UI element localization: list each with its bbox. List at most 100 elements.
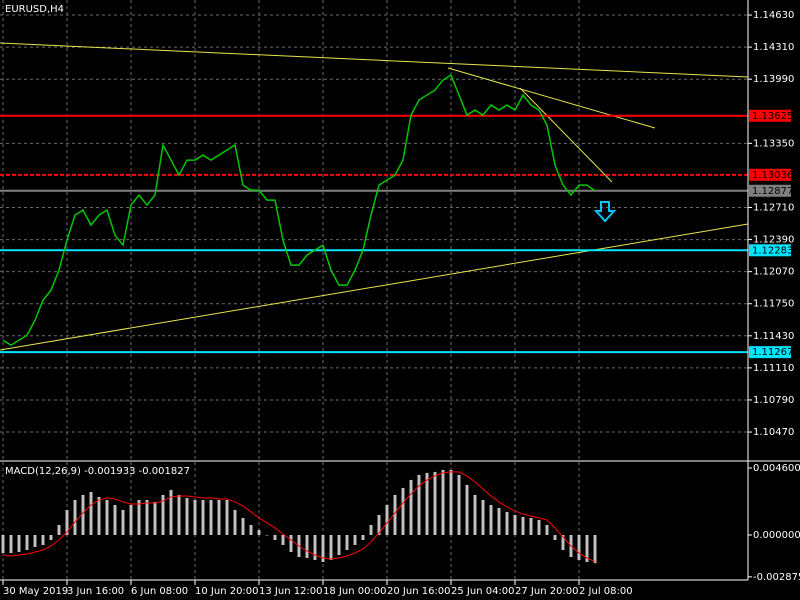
macd-bar: [257, 529, 261, 535]
macd-bar: [193, 499, 197, 535]
macd-bar: [481, 499, 485, 535]
macd-bar: [81, 494, 85, 535]
macd-bar: [25, 534, 29, 550]
macd-bar: [425, 472, 429, 535]
macd-bar: [97, 496, 101, 535]
price-level-tag: [749, 109, 791, 122]
plot-layer: [0, 73, 748, 564]
price-level-label: 1.11267: [752, 347, 793, 358]
macd-bar: [369, 524, 373, 535]
macd-bar: [449, 469, 453, 535]
price-level-tag: [749, 184, 791, 197]
y-tick-label: 0.000000: [753, 530, 800, 541]
macd-bar: [585, 534, 589, 563]
macd-bar: [265, 534, 269, 536]
trend-line: [519, 87, 613, 183]
macd-bar: [241, 517, 245, 535]
macd-bar: [153, 501, 157, 535]
macd-bar: [281, 534, 285, 545]
macd-bar: [49, 534, 53, 540]
x-tick-label: 2 Jul 08:00: [579, 586, 633, 597]
macd-bar: [65, 509, 69, 535]
y-tick-label: -0.002875: [753, 572, 800, 583]
macd-bar: [201, 499, 205, 535]
x-tick-label: 20 Jun 16:00: [387, 586, 451, 597]
x-tick-label: 30 May 2019: [3, 586, 68, 597]
x-tick-label: 3 Jun 16:00: [67, 586, 124, 597]
y-tick-label: 1.11430: [753, 331, 794, 342]
macd-bar: [169, 489, 173, 535]
price-level-tag: [749, 168, 791, 181]
macd-bar: [145, 499, 149, 535]
macd-bar: [113, 504, 117, 535]
x-tick-label: 13 Jun 12:00: [259, 586, 323, 597]
price-line: [2, 73, 596, 347]
y-tick-label: 1.14310: [753, 42, 794, 53]
macd-bar: [505, 511, 509, 535]
macd-bar: [89, 491, 93, 535]
macd-bar: [337, 534, 341, 555]
macd-bar: [577, 534, 581, 561]
macd-bar: [513, 514, 517, 535]
macd-bar: [361, 534, 365, 540]
price-level-label: 1.12283: [752, 245, 793, 256]
y-tick-label: 1.11750: [753, 299, 794, 310]
y-tick-label: 1.13990: [753, 74, 794, 85]
macd-bar: [457, 474, 461, 535]
macd-bar: [561, 534, 565, 550]
macd-bar: [185, 497, 189, 535]
signal-line: [2, 471, 596, 563]
macd-bar: [329, 534, 333, 561]
macd-bar: [593, 534, 597, 564]
x-tick-label: 27 Jun 20:00: [515, 586, 579, 597]
macd-bar: [409, 479, 413, 535]
macd-bar: [1, 534, 5, 554]
macd-bar: [137, 499, 141, 535]
x-tick-label: 10 Jun 20:00: [195, 586, 259, 597]
macd-bar: [305, 534, 309, 558]
macd-bar: [161, 494, 165, 535]
macd-bar: [129, 504, 133, 535]
macd-bar: [313, 534, 317, 561]
macd-bar: [33, 534, 37, 547]
macd-bar: [225, 499, 229, 535]
macd-bar: [233, 509, 237, 535]
macd-bar: [289, 534, 293, 552]
macd-bar: [73, 499, 77, 535]
macd-bar: [353, 534, 357, 545]
y-tick-label: 1.11110: [753, 363, 794, 374]
y-tick-label: 1.13350: [753, 138, 794, 149]
macd-bar: [57, 524, 61, 535]
y-tick-label: 1.12710: [753, 202, 794, 213]
macd-title: MACD(12,26,9) -0.001933 -0.001827: [5, 466, 190, 477]
macd-bar: [529, 517, 533, 535]
trend-line: [447, 67, 656, 129]
macd-bar: [345, 534, 349, 550]
macd-bar: [385, 504, 389, 535]
x-tick-label: 25 Jun 04:00: [451, 586, 515, 597]
macd-bar: [249, 524, 253, 535]
price-level-tag: [749, 244, 791, 257]
macd-bar: [41, 534, 45, 545]
y-tick-label: 1.12390: [753, 235, 794, 246]
macd-bar: [217, 499, 221, 535]
price-level-tag: [749, 346, 791, 359]
macd-bar: [177, 494, 181, 535]
macd-bar: [105, 499, 109, 535]
macd-bar: [497, 507, 501, 535]
x-tick-label: 18 Jun 00:00: [323, 586, 387, 597]
macd-bar: [545, 524, 549, 535]
macd-bar: [441, 469, 445, 535]
macd-bar: [273, 534, 277, 540]
macd-bar: [321, 534, 325, 563]
macd-bar: [553, 534, 557, 540]
macd-bar: [393, 494, 397, 535]
macd-bar: [377, 514, 381, 535]
macd-bar: [417, 474, 421, 535]
macd-bar: [473, 494, 477, 535]
y-tick-label: 1.14630: [753, 10, 794, 21]
macd-bar: [121, 509, 125, 535]
